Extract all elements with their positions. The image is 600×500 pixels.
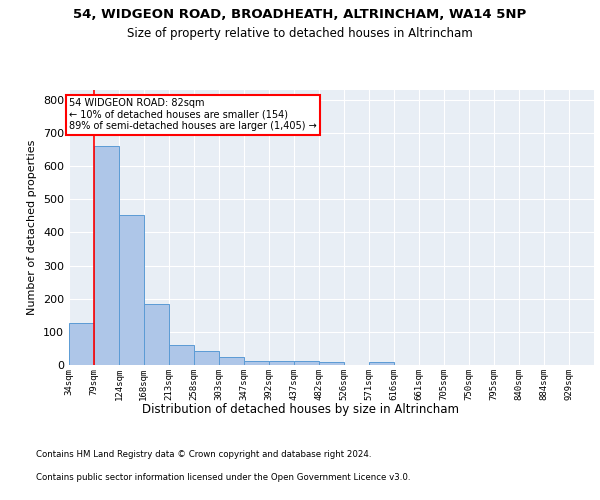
Bar [169,345,194,365]
Bar [144,304,169,365]
Bar [269,360,294,365]
Bar [94,146,119,365]
Text: Contains public sector information licensed under the Open Government Licence v3: Contains public sector information licen… [36,472,410,482]
Bar [119,215,144,365]
Bar [219,356,244,365]
Text: Size of property relative to detached houses in Altrincham: Size of property relative to detached ho… [127,28,473,40]
Y-axis label: Number of detached properties: Number of detached properties [28,140,37,315]
Bar [194,351,219,365]
Text: Contains HM Land Registry data © Crown copyright and database right 2024.: Contains HM Land Registry data © Crown c… [36,450,371,459]
Bar [244,361,269,365]
Bar [294,362,319,365]
Text: 54, WIDGEON ROAD, BROADHEATH, ALTRINCHAM, WA14 5NP: 54, WIDGEON ROAD, BROADHEATH, ALTRINCHAM… [73,8,527,20]
Text: Distribution of detached houses by size in Altrincham: Distribution of detached houses by size … [142,402,458,415]
Bar [69,322,94,365]
Text: 54 WIDGEON ROAD: 82sqm
← 10% of detached houses are smaller (154)
89% of semi-de: 54 WIDGEON ROAD: 82sqm ← 10% of detached… [69,98,317,132]
Bar [319,362,344,365]
Bar [369,362,394,365]
